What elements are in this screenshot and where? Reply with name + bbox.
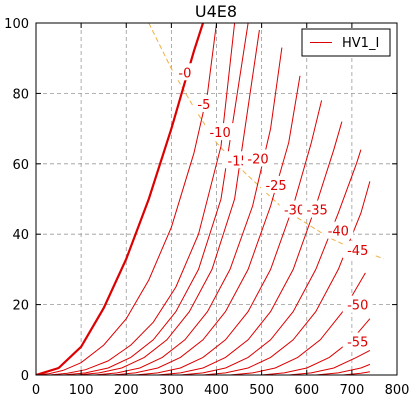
curve-label: -20 [247,153,268,168]
legend: HV1_I [301,28,391,57]
chart-title: U4E8 [195,2,237,21]
curve-label: -55 [347,336,368,351]
plate-curve-unlabeled-14 [315,363,371,375]
curve-label-bg [173,63,196,81]
curve-label-bg [261,175,292,193]
curve-label-bg [323,221,354,239]
plate-curve-neg5 [36,23,217,375]
y-tick-label: 0 [21,369,29,384]
x-tick-label: 600 [294,383,319,398]
curve-label: -0 [178,66,191,81]
curve-label: -10 [209,126,230,141]
plate-curve-neg10 [49,23,236,375]
curve-label: -5 [197,98,210,113]
curve-label: -30 [284,204,305,219]
y-tick-label: 40 [12,228,29,243]
curve-label-bg [279,200,310,218]
curve-label-bg [342,241,373,259]
curve-label-bg [192,94,215,112]
x-tick-label: 700 [339,383,364,398]
plate-curve-neg55 [288,349,371,375]
curve-label-bg [243,149,274,167]
plate-curves: -0-5-10-15-20-25-30 -35-40-45-50-55 [36,23,373,375]
plate-curve-unlabeled-10 [202,181,371,375]
y-tick-label: 20 [12,299,29,314]
plate-curve-neg40 [157,121,343,375]
x-tick-label: 100 [69,383,94,398]
x-tick-label: 0 [32,383,40,398]
plate-curve-neg50 [229,272,366,375]
plate-curve-unlabeled-15 [342,371,370,375]
curve-label: -25 [265,179,286,194]
x-tick-label: 200 [114,383,139,398]
curve-label: -50 [347,299,368,314]
plate-curve-neg15 [63,23,249,375]
plate-curve-neg25 [94,47,283,375]
axis-ticks: 0 100 200 300 400 500 600 700 800 0 20 40 60 80 100 [4,17,409,398]
plate-curve-neg35 [135,100,323,375]
y-tick-label: 100 [4,17,29,32]
x-tick-label: 300 [159,383,184,398]
plate-curve-neg20 [76,29,260,375]
x-tick-label: 500 [249,383,274,398]
legend-entry-hv1-i: HV1_I [342,36,379,51]
curve-label-bg [205,123,236,141]
curve-label: -40 [328,225,349,240]
grid-lines [36,23,397,375]
y-tick-label: 80 [12,87,29,102]
x-tick-label: 400 [204,383,229,398]
curve-label-bg [342,295,373,313]
curve-label-bg [302,200,333,218]
plate-curve-neg30 [112,75,301,375]
curve-label: -35 [307,204,328,219]
curve-label-bg [342,332,373,350]
y-tick-label: 60 [12,158,29,173]
plate-curve-neg45 [180,149,362,375]
x-tick-label: 800 [385,383,410,398]
curve-label: -45 [347,244,368,259]
